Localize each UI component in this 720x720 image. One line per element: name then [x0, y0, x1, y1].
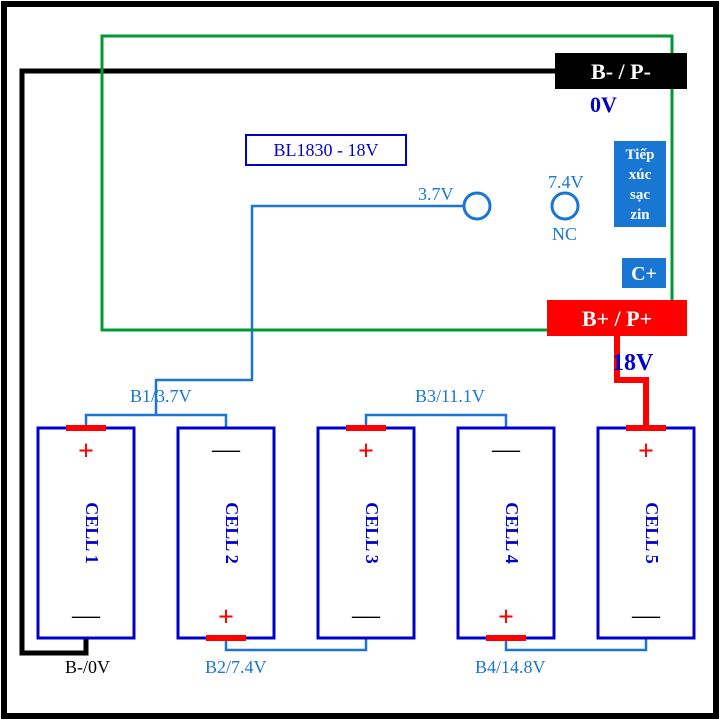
node-74v-label-bot: NC: [552, 224, 577, 244]
node-74v-label-top: 7.4V: [548, 172, 584, 192]
cell-5-plus-icon: +: [638, 436, 654, 467]
bminus-terminal-label: B- / P-: [591, 59, 651, 84]
cell-4-plus-icon: +: [498, 602, 514, 633]
cplus-label: C+: [631, 263, 657, 285]
node-37v-label: 3.7V: [418, 184, 454, 204]
cell-4-minus-icon: —: [491, 434, 521, 465]
tap-label-b3: B3/11.1V: [415, 386, 485, 406]
zero-volt-label: 0V: [590, 92, 617, 117]
cell-1-label: CELL 1: [82, 502, 102, 564]
model-label: BL1830 - 18V: [274, 140, 379, 160]
cell-2-label: CELL 2: [222, 502, 242, 564]
cell-2-minus-icon: —: [211, 434, 241, 465]
cell-3-minus-icon: —: [351, 600, 381, 631]
cell-5-minus-icon: —: [631, 600, 661, 631]
tap-label-b1: B1/3.7V: [130, 386, 192, 406]
contact-box-line: sạc: [630, 187, 650, 203]
cell-5-label: CELL 5: [642, 502, 662, 564]
cell-1-minus-icon: —: [71, 600, 101, 631]
tap-label-b2: B2/7.4V: [205, 657, 267, 677]
eighteen-volt-label: 18V: [612, 350, 654, 376]
cell-4-label: CELL 4: [502, 502, 522, 564]
cell-3-label: CELL 3: [362, 502, 382, 564]
tap-label-b4: B4/14.8V: [475, 657, 546, 677]
bplus-terminal-label: B+ / P+: [582, 306, 652, 331]
contact-box-line: zin: [630, 207, 650, 223]
cell-3-plus-icon: +: [358, 436, 374, 467]
tap-label-bminus: B-/0V: [65, 657, 110, 677]
contact-box-line: Tiếp: [626, 147, 655, 163]
cell-2-plus-icon: +: [218, 602, 234, 633]
cell-1-plus-icon: +: [78, 436, 94, 467]
contact-box-line: xúc: [629, 167, 652, 183]
